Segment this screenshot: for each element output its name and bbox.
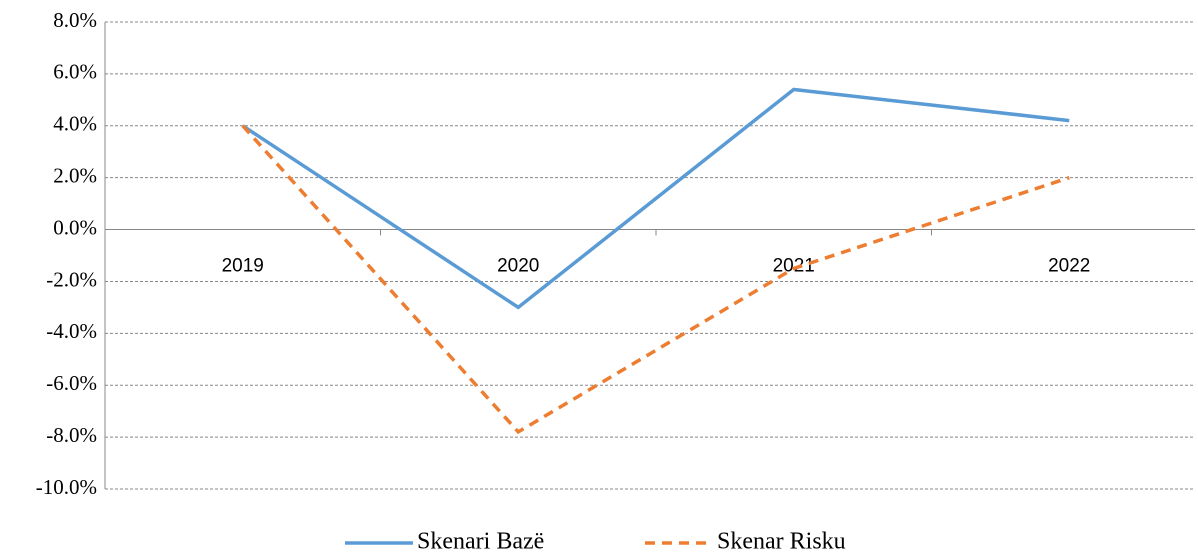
y-tick-label: 6.0% <box>53 60 97 84</box>
series-line <box>241 87 1070 310</box>
y-tick-label: 0.0% <box>53 215 97 239</box>
y-tick-label: -10.0% <box>36 475 97 499</box>
y-tick-label: 8.0% <box>53 8 97 32</box>
y-tick-label: 4.0% <box>53 112 97 136</box>
y-tick-label: 2.0% <box>53 163 97 187</box>
x-tick-label: 2020 <box>497 256 539 277</box>
y-tick-label: -4.0% <box>46 319 97 343</box>
x-tick-label: 2019 <box>222 256 264 277</box>
legend-label: Skenari Bazë <box>417 529 544 555</box>
x-tick-label: 2022 <box>1048 256 1090 277</box>
x-tick-label: 2021 <box>773 256 815 277</box>
y-tick-label: -2.0% <box>46 267 97 291</box>
legend-label: Skenar Risku <box>717 529 846 555</box>
y-tick-label: -6.0% <box>46 371 97 395</box>
series-line <box>241 124 1070 435</box>
y-tick-label: -8.0% <box>46 423 97 447</box>
